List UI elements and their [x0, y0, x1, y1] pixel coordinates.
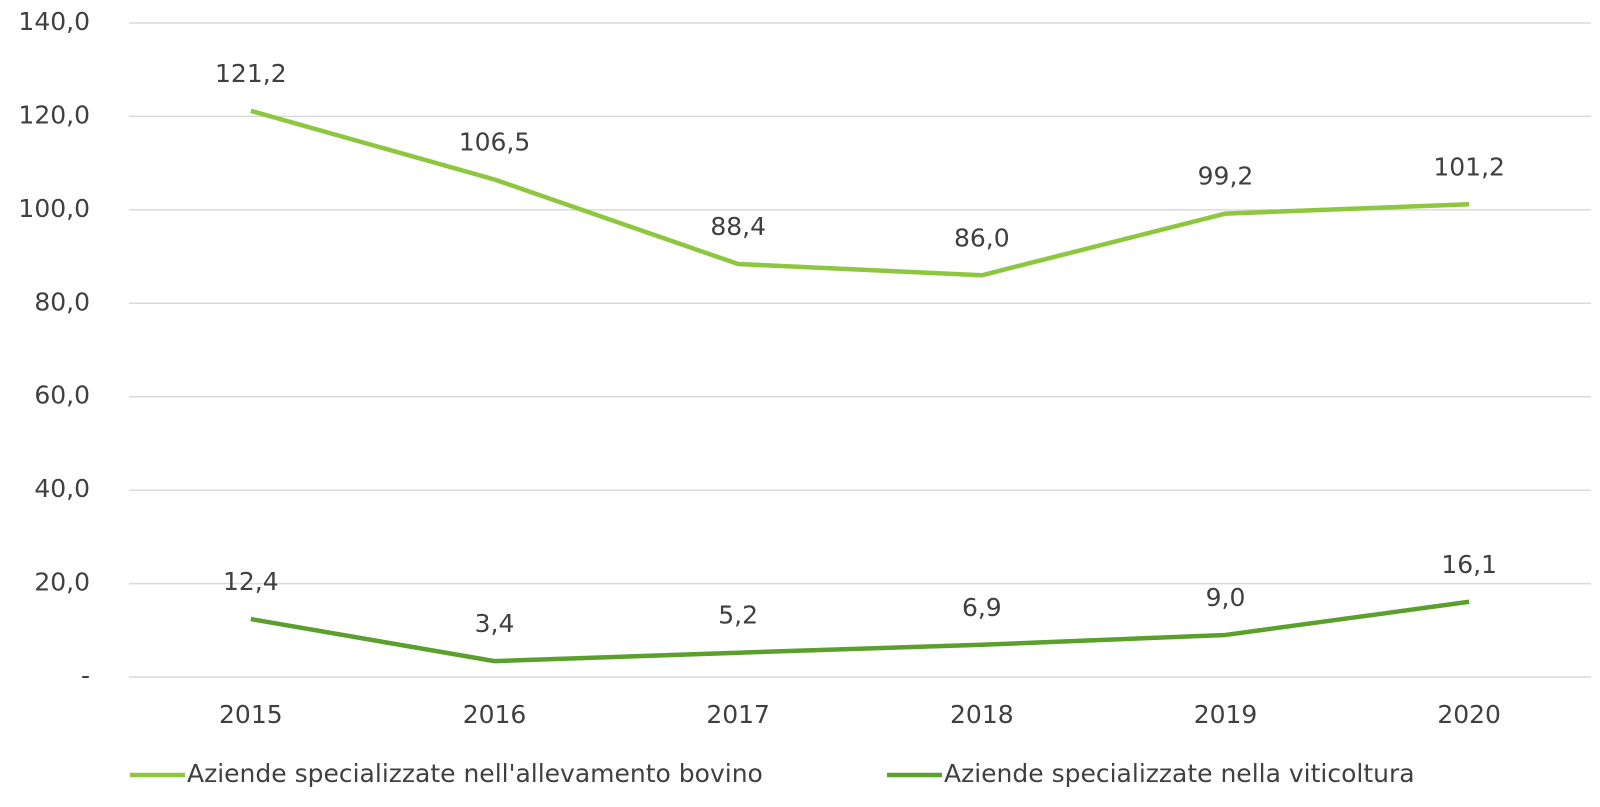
data-label: 86,0: [954, 223, 1010, 252]
legend-label: Aziende specializzate nella viticoltura: [944, 759, 1415, 788]
data-label: 101,2: [1433, 152, 1505, 181]
x-tick-label: 2019: [1194, 700, 1258, 729]
data-label: 5,2: [718, 601, 758, 630]
y-tick-label: 140,0: [18, 7, 90, 36]
series-line: [250, 599, 1470, 664]
y-tick-label: 60,0: [34, 381, 90, 410]
y-tick-label: -: [81, 661, 90, 690]
y-tick-label: 120,0: [18, 100, 90, 129]
data-label: 12,4: [223, 567, 279, 596]
x-tick-label: 2017: [706, 700, 770, 729]
data-label: 88,4: [710, 212, 766, 241]
x-tick-label: 2018: [950, 700, 1014, 729]
data-label: 99,2: [1198, 162, 1254, 191]
y-tick-label: 20,0: [34, 568, 90, 597]
data-label: 6,9: [962, 593, 1002, 622]
y-tick-label: 40,0: [34, 474, 90, 503]
x-tick-label: 2016: [463, 700, 527, 729]
x-tick-label: 2020: [1437, 700, 1501, 729]
y-tick-label: 80,0: [34, 287, 90, 316]
series-line: [250, 108, 1470, 278]
data-label: 121,2: [215, 59, 287, 88]
data-label: 16,1: [1441, 550, 1497, 579]
y-tick-label: 100,0: [18, 194, 90, 223]
legend-label: Aziende specializzate nell'allevamento b…: [187, 759, 763, 788]
data-label: 3,4: [475, 609, 515, 638]
data-label: 9,0: [1206, 583, 1246, 612]
x-tick-label: 2015: [219, 700, 283, 729]
data-label: 106,5: [459, 127, 531, 156]
